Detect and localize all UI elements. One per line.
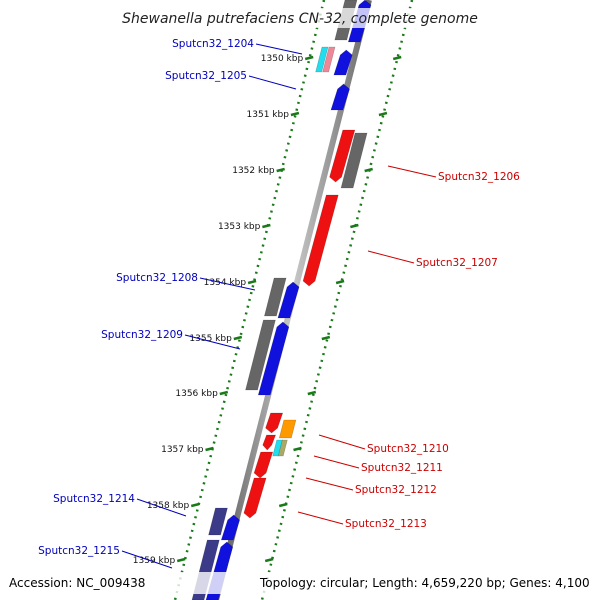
gene-feature <box>243 477 267 519</box>
label-connector <box>367 250 415 264</box>
gene-features <box>191 0 372 600</box>
tick-label: 1352 kbp <box>232 166 275 176</box>
tick-label: 1357 kbp <box>161 445 204 455</box>
gene-label-reverse: Sputcn32_1212 <box>355 484 437 496</box>
gene-feature <box>322 46 336 73</box>
label-connectors <box>121 43 437 569</box>
right-dotted-ring <box>260 0 414 600</box>
gene-feature <box>262 434 277 451</box>
label-connector <box>297 511 344 525</box>
gene-feature <box>330 83 350 111</box>
tick-label: 1355 kbp <box>189 334 232 344</box>
label-connector <box>248 75 297 90</box>
footer-background <box>0 572 600 594</box>
tick-mark <box>278 502 288 508</box>
label-connector <box>313 455 360 469</box>
gene-feature <box>220 514 241 541</box>
tick-label: 1353 kbp <box>218 222 261 232</box>
gene-feature <box>277 281 300 319</box>
gene-feature <box>340 132 368 189</box>
tick-mark <box>219 390 229 396</box>
gene-feature <box>245 319 276 391</box>
gene-label-forward: Sputcn32_1208 <box>116 272 198 284</box>
label-connector <box>121 550 173 569</box>
gene-label-reverse: Sputcn32_1207 <box>416 257 498 269</box>
gene-label-forward: Sputcn32_1205 <box>165 70 247 82</box>
tick-mark <box>378 111 388 117</box>
tick-mark <box>264 557 274 563</box>
gene-feature <box>315 46 329 73</box>
gene-feature <box>277 439 288 457</box>
title-background <box>123 8 477 28</box>
tick-label: 1358 kbp <box>147 501 190 511</box>
map-title: Shewanella putrefaciens CN-32, complete … <box>122 11 478 27</box>
gene-feature <box>278 419 297 439</box>
label-connector <box>184 334 241 350</box>
gene-label-forward: Sputcn32_1209 <box>101 329 183 341</box>
gene-label-reverse: Sputcn32_1206 <box>438 171 520 183</box>
tick-mark <box>205 446 214 452</box>
tick-mark <box>190 502 200 508</box>
gene-feature <box>333 49 353 76</box>
label-connector <box>199 277 256 291</box>
gene-feature <box>329 129 356 183</box>
gene-label-forward: Sputcn32_1214 <box>53 493 135 505</box>
tick-mark <box>304 55 314 61</box>
gene-feature <box>257 321 290 396</box>
tick-mark <box>307 390 317 396</box>
tick-mark <box>321 335 331 341</box>
tick-label: 1351 kbp <box>247 110 290 120</box>
tick-mark <box>364 167 373 173</box>
gene-label-reverse: Sputcn32_1210 <box>367 443 449 455</box>
tick-mark <box>176 557 186 563</box>
label-connector <box>318 434 366 450</box>
tick-mark <box>350 223 359 229</box>
gene-feature <box>264 277 287 317</box>
tick-mark <box>290 111 300 117</box>
tick-mark <box>262 223 271 229</box>
tick-label: 1350 kbp <box>261 54 304 64</box>
gene-label-forward: Sputcn32_1204 <box>172 38 254 50</box>
summary-text: Topology: circular; Length: 4,659,220 bp… <box>259 576 590 590</box>
label-connector <box>136 498 187 517</box>
label-connector <box>387 165 437 178</box>
gene-labels: Sputcn32_1204 Sputcn32_1205 Sputcn32_1208 S… <box>38 38 520 557</box>
gene-feature <box>302 194 339 287</box>
left-dotted-ring <box>173 0 326 600</box>
label-connector <box>255 43 303 55</box>
label-connector <box>305 477 354 491</box>
gene-label-forward: Sputcn32_1215 <box>38 545 120 557</box>
gene-feature <box>253 451 274 479</box>
tick-mark <box>335 279 345 285</box>
accession-text: Accession: NC_009438 <box>9 576 145 590</box>
tick-label: 1356 kbp <box>175 389 218 399</box>
tick-mark <box>293 446 302 452</box>
gene-label-reverse: Sputcn32_1213 <box>345 518 427 530</box>
gene-feature <box>208 507 228 536</box>
tick-mark <box>392 55 402 61</box>
tick-mark <box>233 335 243 341</box>
gene-label-reverse: Sputcn32_1211 <box>361 462 443 474</box>
tick-mark <box>276 167 285 173</box>
tick-label: 1359 kbp <box>133 556 176 566</box>
tick-mark <box>247 279 257 285</box>
gene-feature <box>265 412 284 434</box>
